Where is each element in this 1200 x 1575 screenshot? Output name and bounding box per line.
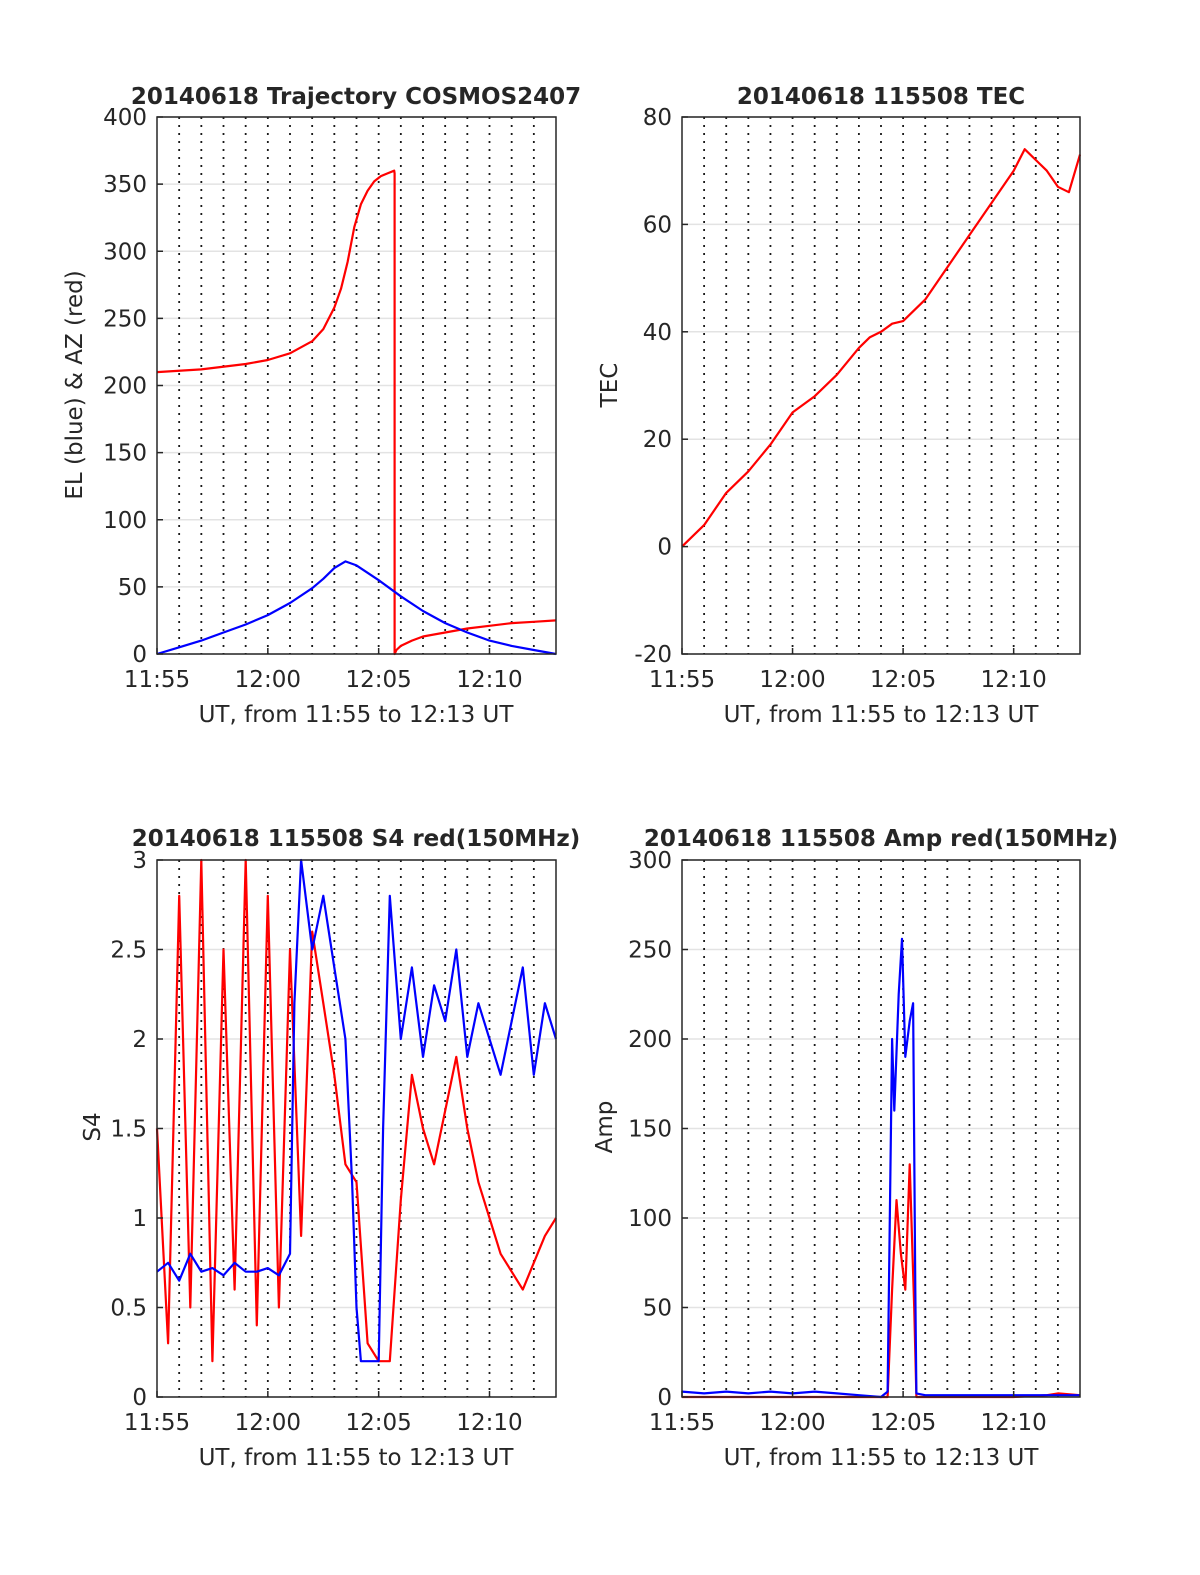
trajectory-ytick-label-3: 150 [103, 441, 147, 467]
s4-xlabel: UT, from 11:55 to 12:13 UT [199, 1445, 515, 1471]
tec-xtick-label-2: 12:05 [870, 667, 936, 693]
amp-xtick-label-3: 12:10 [981, 1410, 1047, 1436]
s4-xtick-label-2: 12:05 [346, 1410, 412, 1436]
tec-panel: 20140618 115508 TEC UT, from 11:55 to 12… [597, 84, 1082, 728]
s4-ytick-label-3: 1.5 [110, 1117, 147, 1143]
trajectory-xtick-label-1: 12:00 [235, 667, 301, 693]
s4-ytick-label-1: 0.5 [110, 1296, 147, 1322]
amp-ytick-label-4: 200 [628, 1027, 672, 1053]
amp-xtick-label-1: 12:00 [759, 1410, 825, 1436]
amp-ylabel: Amp [592, 1101, 618, 1154]
trajectory-xtick-label-2: 12:05 [346, 667, 412, 693]
trajectory-panel: 20140618 Trajectory COSMOS2407 UT, from … [62, 84, 581, 728]
trajectory-ytick-label-7: 350 [103, 172, 147, 198]
s4-ytick-label-4: 2 [132, 1027, 147, 1053]
s4-xtick-label-0: 11:55 [124, 1410, 190, 1436]
amp-xlabel: UT, from 11:55 to 12:13 UT [724, 1445, 1040, 1471]
trajectory-ytick-label-1: 50 [118, 575, 147, 601]
tec-ytick-label-2: 20 [643, 427, 672, 453]
tec-series-0 [681, 148, 1082, 548]
trajectory-ylabel: EL (blue) & AZ (red) [62, 270, 88, 499]
s4-xtick-label-1: 12:00 [235, 1410, 301, 1436]
trajectory-xtick-label-3: 12:10 [456, 667, 522, 693]
amp-series-1 [681, 937, 1080, 1399]
amp-xtick-label-2: 12:05 [870, 1410, 936, 1436]
s4-ytick-label-5: 2.5 [110, 938, 147, 964]
tec-xtick-label-0: 11:55 [649, 667, 715, 693]
s4-panel: 20140618 115508 S4 red(150MHz) UT, from … [80, 826, 580, 1471]
amp-title: 20140618 115508 Amp red(150MHz) [644, 826, 1118, 852]
amp-ytick-label-6: 300 [628, 848, 672, 874]
s4-ylabel: S4 [80, 1112, 106, 1141]
amp-panel: 20140618 115508 Amp red(150MHz) UT, from… [592, 826, 1118, 1471]
tec-xtick-label-1: 12:00 [759, 667, 825, 693]
trajectory-ytick-label-2: 100 [103, 508, 147, 534]
s4-ytick-label-6: 3 [132, 848, 147, 874]
trajectory-ytick-label-0: 0 [132, 642, 147, 668]
tec-ytick-label-3: 40 [643, 320, 672, 346]
trajectory-ytick-label-8: 400 [103, 105, 147, 131]
amp-xtick-label-0: 11:55 [649, 1410, 715, 1436]
amp-ytick-label-2: 100 [628, 1206, 672, 1232]
amp-ytick-label-1: 50 [643, 1296, 672, 1322]
amp-ytick-label-3: 150 [628, 1117, 672, 1143]
trajectory-title: 20140618 Trajectory COSMOS2407 [131, 84, 581, 110]
s4-series-1 [156, 858, 558, 1363]
s4-title: 20140618 115508 S4 red(150MHz) [132, 826, 581, 852]
s4-ytick-label-2: 1 [132, 1206, 147, 1232]
tec-ytick-label-0: -20 [634, 642, 672, 668]
tec-title: 20140618 115508 TEC [737, 84, 1025, 110]
tec-xlabel: UT, from 11:55 to 12:13 UT [724, 702, 1040, 728]
trajectory-series-1 [156, 560, 557, 656]
tec-ytick-label-1: 0 [657, 535, 672, 561]
tec-ytick-label-5: 80 [643, 105, 672, 131]
s4-series-0 [155, 858, 557, 1363]
amp-ytick-label-0: 0 [657, 1385, 672, 1411]
trajectory-ytick-label-6: 300 [103, 239, 147, 265]
trajectory-ytick-label-5: 250 [103, 306, 147, 332]
amp-ytick-label-5: 250 [628, 938, 672, 964]
tec-ytick-label-4: 60 [643, 212, 672, 238]
tec-xtick-label-3: 12:10 [981, 667, 1047, 693]
s4-xtick-label-3: 12:10 [456, 1410, 522, 1436]
s4-ytick-label-0: 0 [132, 1385, 147, 1411]
trajectory-xlabel: UT, from 11:55 to 12:13 UT [199, 702, 515, 728]
trajectory-ytick-label-4: 200 [103, 374, 147, 400]
trajectory-xtick-label-0: 11:55 [124, 667, 190, 693]
tec-axes-box [681, 116, 1081, 655]
trajectory-series-0 [156, 169, 557, 656]
tec-ylabel: TEC [597, 363, 623, 409]
